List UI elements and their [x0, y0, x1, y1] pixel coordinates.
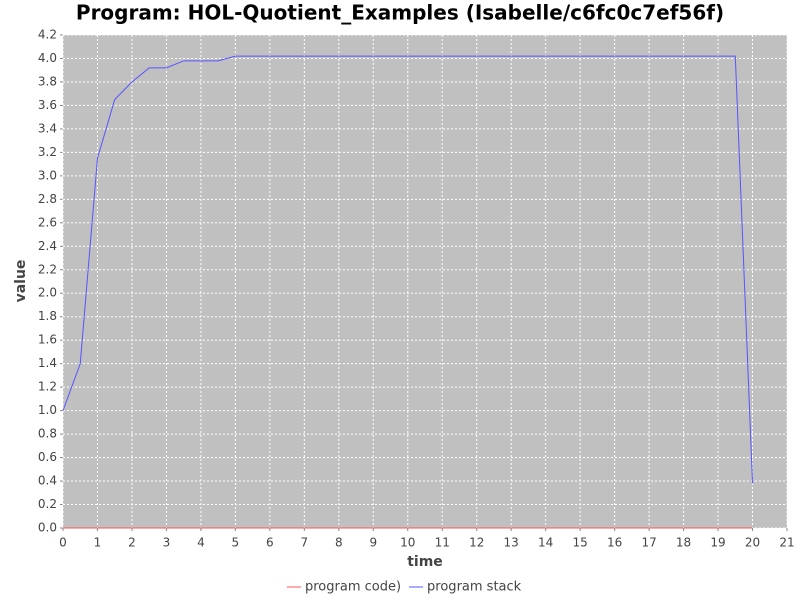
y-axis-label: value [13, 260, 29, 303]
y-tick-label: 0.2 [38, 497, 57, 511]
y-tick-label: 4.0 [38, 51, 57, 65]
x-tick-label: 5 [232, 536, 240, 550]
x-tick-label: 9 [369, 536, 377, 550]
x-tick-label: 10 [400, 536, 415, 550]
x-tick-label: 0 [59, 536, 67, 550]
y-tick-label: 2.0 [38, 286, 57, 300]
y-tick-label: 0.8 [38, 427, 57, 441]
x-tick-label: 4 [197, 536, 205, 550]
x-tick-label: 20 [745, 536, 760, 550]
x-tick-label: 6 [266, 536, 274, 550]
y-tick-label: 1.6 [38, 333, 57, 347]
x-tick-label: 7 [301, 536, 309, 550]
x-tick-label: 8 [335, 536, 343, 550]
y-tick-label: 1.4 [38, 356, 57, 370]
series-line [62, 55, 754, 484]
x-tick-label: 11 [435, 536, 450, 550]
y-tick-label: 3.6 [38, 98, 57, 112]
y-tick-label: 2.6 [38, 215, 57, 229]
x-tick-label: 13 [504, 536, 519, 550]
y-tick-label: 0.6 [38, 450, 57, 464]
x-tick-label: 12 [469, 536, 484, 550]
y-tick-label: 3.0 [38, 168, 57, 182]
y-tick-label: 1.8 [38, 309, 57, 323]
x-tick-label: 18 [676, 536, 691, 550]
x-tick-label: 15 [573, 536, 588, 550]
y-tick-label: 0.0 [38, 521, 57, 535]
y-tick-label: 3.2 [38, 145, 57, 159]
x-tick-label: 3 [163, 536, 171, 550]
y-tick-label: 4.2 [38, 28, 57, 42]
x-tick-label: 1 [94, 536, 102, 550]
x-tick-label: 19 [710, 536, 725, 550]
y-tick-label: 1.0 [38, 403, 57, 417]
y-tick-label: 3.8 [38, 74, 57, 88]
y-tick-label: 1.2 [38, 380, 57, 394]
legend-label: program stack [427, 580, 522, 595]
x-tick-label: 21 [779, 536, 794, 550]
plot-area [63, 35, 787, 528]
x-tick-label: 16 [607, 536, 622, 550]
y-tick-label: 0.4 [38, 474, 57, 488]
x-tick-label: 2 [128, 536, 136, 550]
x-tick-label: 17 [641, 536, 656, 550]
x-tick-label: 14 [538, 536, 553, 550]
y-tick-label: 2.8 [38, 192, 57, 206]
y-tick-label: 2.2 [38, 262, 57, 276]
y-tick-label: 2.4 [38, 239, 57, 253]
x-axis-label: time [407, 554, 443, 570]
legend-label: program code) [305, 580, 401, 595]
y-tick-label: 3.4 [38, 121, 57, 135]
chart-title: Program: HOL-Quotient_Examples (Isabelle… [76, 1, 724, 25]
